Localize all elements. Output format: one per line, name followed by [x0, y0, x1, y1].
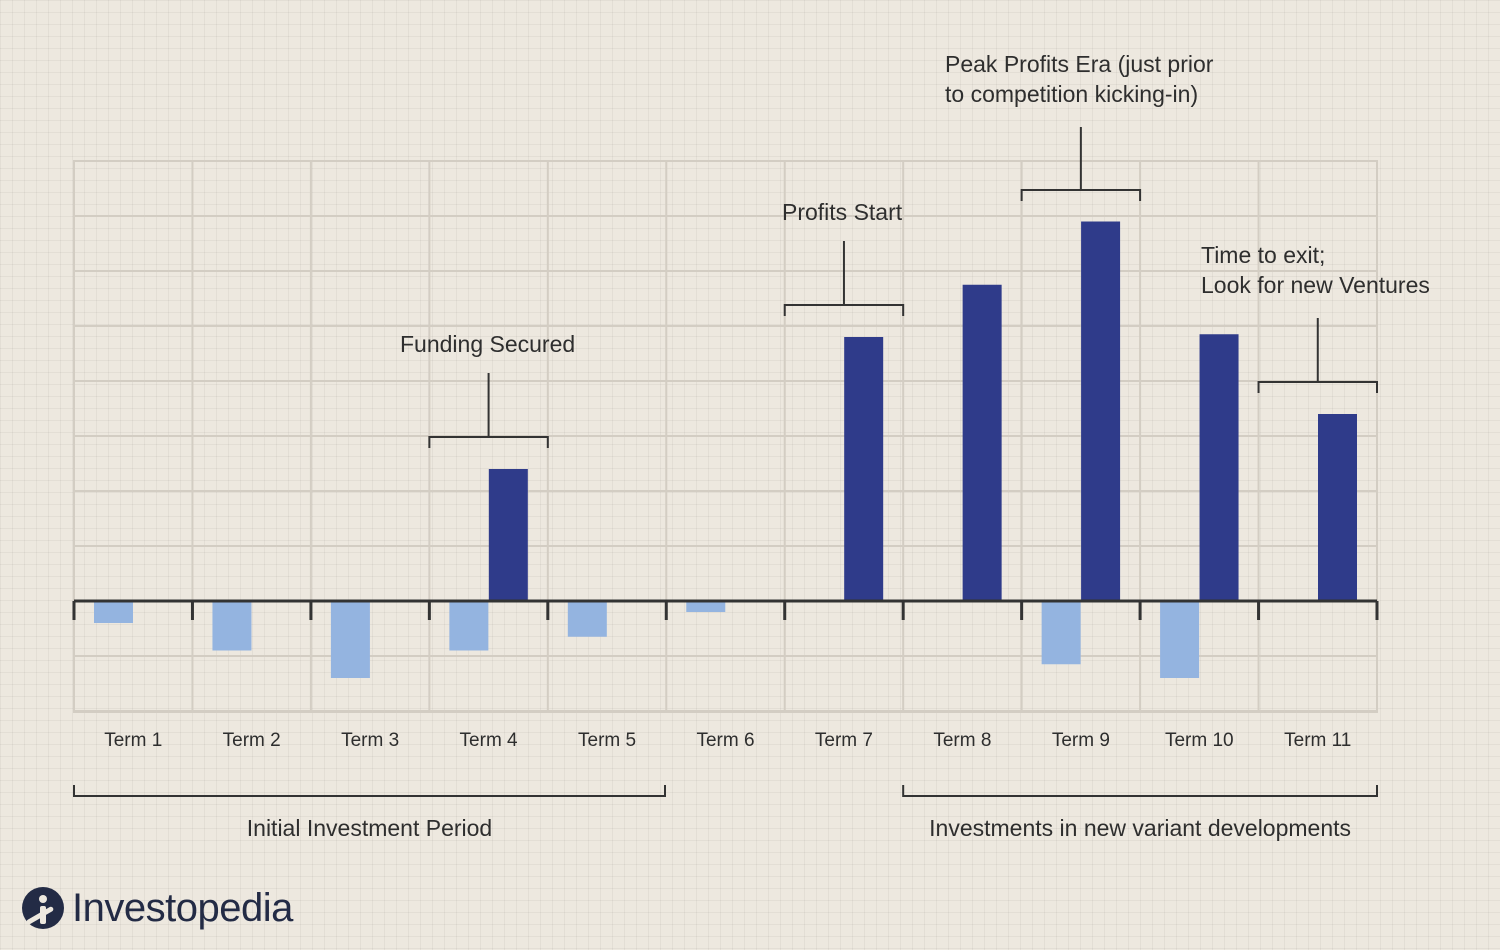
annotation-funding: Funding Secured — [400, 331, 575, 357]
annotation-bracket — [783, 304, 905, 316]
axis-layer — [72, 599, 1379, 620]
annotation-line: Funding Secured — [400, 331, 575, 357]
period-label: Initial Investment Period — [247, 815, 492, 841]
profit-bar-term-9 — [1081, 221, 1121, 601]
profit-bar-term-7 — [844, 337, 884, 601]
annotation-line: to competition kicking-in) — [945, 81, 1198, 107]
investment-bar-term-1 — [94, 601, 133, 623]
investopedia-logo-icon — [22, 887, 64, 929]
x-tick-label: Term 2 — [223, 730, 281, 751]
annotation-peak: Peak Profits Era (just prior to competiti… — [945, 51, 1214, 107]
profit-bar-term-4 — [488, 469, 528, 601]
investment-bar-term-10 — [1160, 601, 1200, 678]
annotation-profits: Profits Start — [782, 199, 903, 225]
annotation-line: Time to exit; — [1201, 242, 1325, 268]
annotation-line: Peak Profits Era (just prior — [945, 51, 1214, 77]
x-tick-label: Term 7 — [815, 730, 873, 751]
annotation-line: Look for new Ventures — [1201, 272, 1430, 298]
annotation-exit: Time to exit; Look for new Ventures — [1201, 242, 1430, 298]
annotation-line: Profits Start — [782, 199, 903, 225]
investment-bar-term-6 — [686, 601, 726, 612]
investopedia-logo: Investopedia — [22, 884, 293, 932]
x-tick-label: Term 4 — [460, 730, 519, 751]
labels-layer: Term 1 Term 2 Term 3 Term 4 Term 5 Term 6 Term… — [104, 730, 1351, 751]
annotation-bracket — [428, 436, 549, 448]
period-bracket — [73, 785, 666, 797]
profit-bar-term-11 — [1318, 414, 1357, 601]
x-tick-label: Term 9 — [1052, 730, 1110, 751]
x-tick-label: Term 6 — [696, 730, 754, 751]
x-tick-label: Term 3 — [341, 730, 399, 751]
investment-bar-term-9 — [1041, 601, 1081, 665]
x-tick-label: Term 5 — [578, 730, 636, 751]
grid-layer — [73, 160, 1378, 713]
profit-bar-term-10 — [1199, 334, 1239, 601]
annot-layer: Funding Secured Profits Start Peak Profits… — [400, 51, 1430, 448]
investment-bar-term-4 — [449, 601, 489, 651]
annotation-bracket — [1257, 381, 1378, 393]
profit-bar-term-8 — [962, 284, 1002, 601]
bars-layer — [94, 221, 1357, 678]
x-tick-label: Term 11 — [1284, 730, 1351, 751]
investment-bar-term-2 — [212, 601, 252, 651]
x-tick-label: Term 8 — [933, 730, 991, 751]
x-tick-label: Term 10 — [1165, 730, 1234, 751]
investment-bar-term-5 — [567, 601, 607, 637]
investment-bar-term-3 — [330, 601, 370, 678]
annotation-bracket — [1020, 189, 1142, 201]
brand-name: Investopedia — [72, 885, 293, 930]
period-label: Investments in new variant developments — [929, 815, 1351, 841]
x-tick-label: Term 1 — [104, 730, 162, 751]
period-layer: Initial Investment Period Investments in … — [73, 785, 1378, 841]
period-bracket — [902, 785, 1378, 797]
